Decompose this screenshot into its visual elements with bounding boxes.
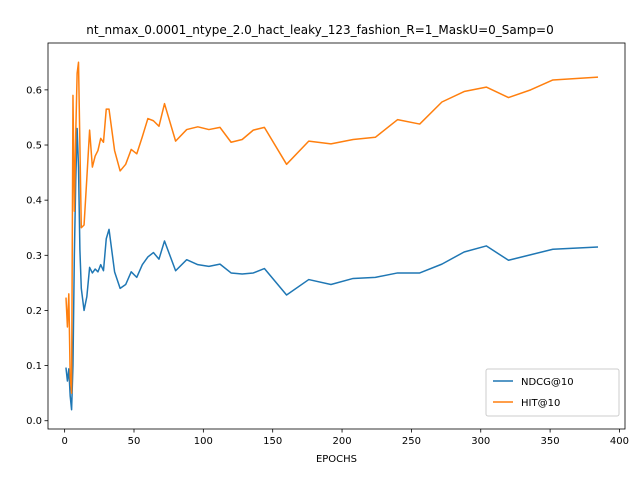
x-tick-label: 50 [128, 436, 141, 447]
y-tick-label: 0.1 [26, 361, 42, 372]
chart-title: nt_nmax_0.0001_ntype_2.0_hact_leaky_123_… [86, 23, 554, 37]
y-tick-label: 0.5 [26, 141, 42, 152]
x-tick-label: 350 [541, 436, 560, 447]
axis-ticks: 0 50 100 150 200 250 300 350 400 0.0 0.1 0.2 0.3 0.4 0… [26, 85, 629, 447]
series-line-ndcg-10 [65, 127, 599, 411]
legend: NDCG@10 HIT@10 [485, 368, 620, 417]
x-tick-label: 200 [333, 436, 352, 447]
x-tick-label: 300 [471, 436, 490, 447]
x-tick-label: 400 [610, 436, 629, 447]
x-tick-label: 0 [61, 436, 67, 447]
y-tick-label: 0.2 [26, 306, 42, 317]
plot-frame [47, 42, 626, 430]
x-tick-label: 150 [263, 436, 282, 447]
legend-label: NDCG@10 [521, 377, 574, 388]
legend-box [485, 368, 620, 417]
x-tick-label: 100 [194, 436, 213, 447]
x-tick-label: 250 [402, 436, 421, 447]
series-layer [65, 61, 599, 411]
y-tick-label: 0.6 [26, 85, 42, 96]
legend-label: HIT@10 [521, 398, 560, 409]
y-tick-label: 0.3 [26, 251, 42, 262]
series-line-hit-10 [65, 61, 599, 394]
y-tick-label: 0.0 [26, 416, 42, 427]
x-axis-label: EPOCHS [316, 454, 357, 465]
y-tick-label: 0.4 [26, 196, 42, 207]
